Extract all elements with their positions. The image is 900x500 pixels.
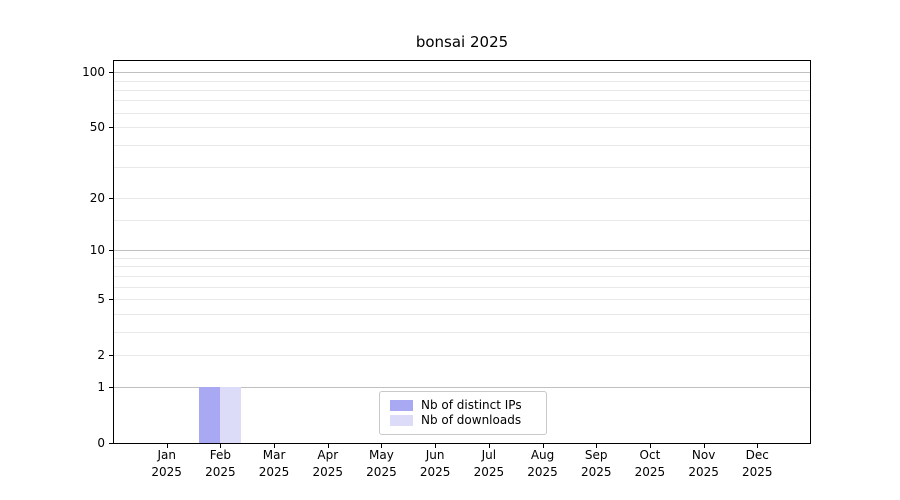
x-tick-month: Apr xyxy=(317,448,339,462)
x-tick-mark xyxy=(488,444,490,448)
y-tick-mark xyxy=(109,443,113,444)
x-tick-year: 2025 xyxy=(580,465,612,479)
x-tick-label-sep: Sep 2025 xyxy=(566,447,626,481)
gridline-minor xyxy=(114,144,810,146)
y-tick-mark xyxy=(109,387,113,389)
gridline-minor xyxy=(114,299,810,300)
x-tick-month: Oct xyxy=(639,448,661,462)
x-tick-label-aug: Aug 2025 xyxy=(513,447,573,481)
gridline-minor xyxy=(114,100,810,102)
x-tick-month: Aug xyxy=(530,448,555,462)
gridline-minor xyxy=(114,80,810,82)
x-tick-label-apr: Apr 2025 xyxy=(298,447,358,481)
x-tick-mark xyxy=(274,444,276,448)
x-tick-mark xyxy=(542,444,544,448)
x-tick-year: 2025 xyxy=(419,465,451,479)
y-tick-label: 50 xyxy=(89,120,105,135)
gridline-minor xyxy=(114,331,810,333)
x-tick-mark xyxy=(327,444,329,448)
x-tick-mark xyxy=(220,444,222,448)
gridline-minor xyxy=(114,354,810,356)
x-tick-year: 2025 xyxy=(473,465,505,479)
x-tick-mark xyxy=(649,444,651,448)
gridline-minor xyxy=(114,313,810,315)
legend-swatch-distinct-ips xyxy=(390,400,413,411)
y-tick-mark xyxy=(109,250,113,252)
y-tick-label: 2 xyxy=(97,347,105,362)
y-tick-label: 1 xyxy=(97,380,105,395)
y-tick-label: 20 xyxy=(89,191,105,206)
x-tick-year: 2025 xyxy=(634,465,666,479)
legend: Nb of distinct IPs Nb of downloads xyxy=(379,391,547,435)
x-tick-year: 2025 xyxy=(258,465,290,479)
x-tick-year: 2025 xyxy=(527,465,558,479)
x-tick-month: Mar xyxy=(262,448,286,462)
x-tick-label-dec: Dec 2025 xyxy=(727,447,787,481)
gridline-major xyxy=(114,387,810,389)
x-tick-label-mar: Mar 2025 xyxy=(244,447,304,481)
chart-title: bonsai 2025 xyxy=(415,33,509,51)
x-tick-label-may: May 2025 xyxy=(351,447,411,481)
gridline-minor xyxy=(114,127,810,129)
legend-swatch-downloads xyxy=(390,415,413,426)
y-tick-label: 100 xyxy=(82,65,105,80)
y-tick-mark xyxy=(109,299,113,300)
gridline-major xyxy=(114,72,810,74)
y-tick-mark xyxy=(109,198,113,200)
gridline-major xyxy=(114,250,810,252)
y-tick-label: 0 xyxy=(97,436,105,450)
x-tick-label-jun: Jun 2025 xyxy=(405,447,465,481)
bar-nb-of-downloads-feb xyxy=(220,387,242,443)
legend-row: Nb of distinct IPs xyxy=(390,399,536,412)
x-tick-month: Jul xyxy=(481,448,497,462)
x-tick-year: 2025 xyxy=(205,465,236,479)
x-tick-month: Feb xyxy=(209,448,231,462)
x-tick-month: Jun xyxy=(425,448,445,462)
gridline-minor xyxy=(114,220,810,222)
gridline-minor xyxy=(114,266,810,268)
x-tick-mark xyxy=(703,444,705,448)
legend-row: Nb of downloads xyxy=(390,414,536,427)
x-tick-year: 2025 xyxy=(742,465,773,479)
x-tick-month: Nov xyxy=(691,448,716,462)
x-tick-year: 2025 xyxy=(151,465,182,479)
x-tick-mark xyxy=(435,444,437,448)
x-tick-month: May xyxy=(369,448,394,462)
bar-nb-of-distinct-ips-feb xyxy=(199,387,221,443)
y-tick-mark xyxy=(109,354,113,356)
gridline-minor xyxy=(114,286,810,288)
x-tick-label-jul: Jul 2025 xyxy=(459,447,519,481)
x-tick-year: 2025 xyxy=(312,465,344,479)
x-tick-month: Dec xyxy=(745,448,769,462)
x-tick-label-feb: Feb 2025 xyxy=(190,447,250,481)
x-tick-mark xyxy=(596,444,598,448)
legend-label-distinct-ips: Nb of distinct IPs xyxy=(421,398,522,412)
x-tick-year: 2025 xyxy=(366,465,397,479)
gridline-minor xyxy=(114,112,810,114)
x-tick-mark xyxy=(381,444,383,448)
x-tick-label-oct: Oct 2025 xyxy=(620,447,680,481)
x-tick-label-jan: Jan 2025 xyxy=(137,447,197,481)
x-tick-label-nov: Nov 2025 xyxy=(674,447,734,481)
gridline-minor xyxy=(114,257,810,259)
gridline-minor xyxy=(114,198,810,200)
gridline-minor xyxy=(114,89,810,91)
y-tick-label: 10 xyxy=(89,243,105,258)
gridline-minor xyxy=(114,275,810,277)
x-tick-month: Sep xyxy=(584,448,608,462)
x-tick-mark xyxy=(757,444,759,448)
y-tick-mark xyxy=(109,72,113,74)
x-tick-mark xyxy=(166,444,168,448)
gridline-minor xyxy=(114,167,810,169)
x-tick-year: 2025 xyxy=(688,465,719,479)
legend-label-downloads: Nb of downloads xyxy=(421,413,522,427)
y-tick-mark xyxy=(109,127,113,129)
y-tick-label: 5 xyxy=(97,292,105,306)
x-tick-month: Jan xyxy=(157,448,176,462)
